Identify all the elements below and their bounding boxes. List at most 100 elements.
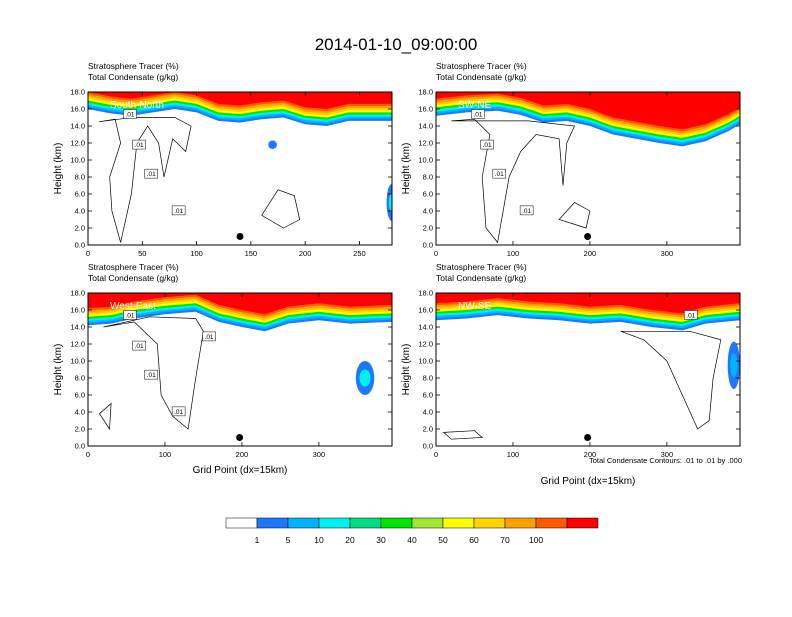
contour-label: .01: [174, 409, 183, 416]
figure-title: 2014-01-10_09:00:00: [315, 35, 478, 54]
contour-label: .01: [174, 208, 183, 215]
contour-label: .01: [147, 171, 156, 178]
contour-label: .01: [205, 334, 214, 341]
contour-label-box: [171, 406, 186, 417]
contour-label: .01: [147, 372, 156, 379]
contour-label-box: [480, 139, 494, 150]
y-axis-label: Height (km): [401, 143, 412, 195]
y-axis-label: Height (km): [53, 143, 64, 195]
condensate-contour: [558, 202, 591, 229]
y-tick-label: 6.0: [423, 190, 433, 199]
legend-label: 5: [286, 535, 291, 545]
subtitle-condensate: Total Condensate (g/kg): [88, 273, 178, 283]
condensate-contour: [451, 118, 576, 244]
contour-label: .01: [135, 142, 144, 149]
x-tick-label: 0: [86, 450, 90, 459]
x-tick-label: 200: [584, 450, 597, 459]
contour-label-box: [492, 168, 507, 179]
y-tick-label: 8.0: [75, 374, 85, 383]
plot-frame: [435, 292, 741, 447]
plot-frame: [435, 91, 741, 246]
y-tick-label: 14.0: [418, 122, 433, 131]
x-tick-label: 300: [661, 249, 674, 258]
contour-label-box: [144, 369, 159, 380]
legend-swatch: [349, 517, 382, 529]
y-tick-label: 18.0: [70, 88, 85, 97]
legend-swatch: [566, 517, 599, 529]
condensate-contour: [98, 117, 192, 243]
legend-label: 10: [314, 535, 324, 545]
condensate-contour: [103, 316, 204, 430]
condensate-contour: [620, 330, 722, 430]
x-axis-label: Grid Point (dx=15km): [541, 476, 636, 487]
contour-label-box: [519, 205, 534, 216]
contour-label: .01: [125, 111, 134, 118]
x-tick-label: 300: [661, 450, 674, 459]
contour-label: .01: [473, 111, 482, 118]
contour-label-box: [132, 340, 146, 351]
subtitle-tracer: Stratosphere Tracer (%): [88, 61, 179, 71]
x-tick-label: 200: [584, 249, 597, 258]
x-tick-label: 100: [507, 249, 520, 258]
y-tick-label: 16.0: [70, 306, 85, 315]
x-tick-label: 0: [434, 450, 438, 459]
y-tick-label: 12.0: [418, 139, 433, 148]
y-tick-label: 6.0: [423, 391, 433, 400]
legend-label: 100: [529, 535, 543, 545]
y-tick-label: 0.0: [75, 241, 85, 250]
legend-label: 30: [376, 535, 386, 545]
y-tick-label: 8.0: [423, 374, 433, 383]
x-tick-label: 200: [236, 450, 249, 459]
tracer-band: [436, 293, 740, 314]
legend-label: 20: [345, 535, 355, 545]
contour-label-box: [132, 139, 146, 150]
y-tick-label: 2.0: [75, 425, 85, 434]
tracer-blob-core: [730, 353, 738, 378]
y-tick-label: 16.0: [418, 105, 433, 114]
y-tick-label: 14.0: [418, 323, 433, 332]
panel-label: SW-NE: [458, 100, 491, 111]
y-tick-label: 2.0: [423, 425, 433, 434]
subtitle-condensate: Total Condensate (g/kg): [436, 273, 526, 283]
legend-swatch: [442, 517, 475, 529]
contour-label-box: [684, 310, 698, 320]
subtitle-tracer: Stratosphere Tracer (%): [436, 61, 527, 71]
y-tick-label: 10.0: [418, 357, 433, 366]
subtitle-tracer: Stratosphere Tracer (%): [88, 262, 179, 272]
y-tick-label: 4.0: [75, 408, 85, 417]
x-tick-label: 0: [86, 249, 90, 258]
y-tick-label: 12.0: [70, 340, 85, 349]
plot-area: .01: [436, 293, 740, 440]
panels-group: Stratosphere Tracer (%)Total Condensate …: [53, 61, 741, 487]
x-tick-label: 0: [434, 249, 438, 258]
x-tick-label: 200: [299, 249, 312, 258]
y-tick-label: 10.0: [418, 156, 433, 165]
plot-frame: [87, 292, 393, 447]
legend-swatch: [318, 517, 351, 529]
contour-label: .01: [135, 343, 144, 350]
contour-label: .01: [522, 208, 531, 215]
contour-label-box: [202, 331, 216, 342]
plot-frame: [87, 91, 393, 246]
x-tick-label: 250: [353, 249, 366, 258]
y-tick-label: 10.0: [70, 156, 85, 165]
y-tick-label: 2.0: [75, 224, 85, 233]
y-tick-label: 6.0: [75, 190, 85, 199]
panel-label: NW-SE: [458, 301, 491, 312]
panel-2: Stratosphere Tracer (%)Total Condensate …: [401, 61, 741, 258]
panel-label: West-East: [110, 301, 156, 312]
panel-4: Stratosphere Tracer (%)Total Condensate …: [401, 262, 741, 487]
tracer-band: [88, 92, 392, 109]
panel-3: Stratosphere Tracer (%)Total Condensate …: [53, 262, 393, 476]
y-tick-label: 10.0: [70, 357, 85, 366]
x-tick-label: 300: [313, 450, 326, 459]
y-tick-label: 4.0: [75, 207, 85, 216]
y-tick-label: 0.0: [75, 442, 85, 451]
condensate-contour: [99, 402, 112, 431]
tracer-blob-core: [388, 193, 392, 212]
x-axis-label: Grid Point (dx=15km): [193, 465, 288, 476]
location-marker: [584, 434, 592, 441]
legend-label: 1: [255, 535, 260, 545]
tracer-band: [88, 293, 392, 315]
plot-area: .01 .01 .01 .01 .01: [88, 293, 392, 431]
